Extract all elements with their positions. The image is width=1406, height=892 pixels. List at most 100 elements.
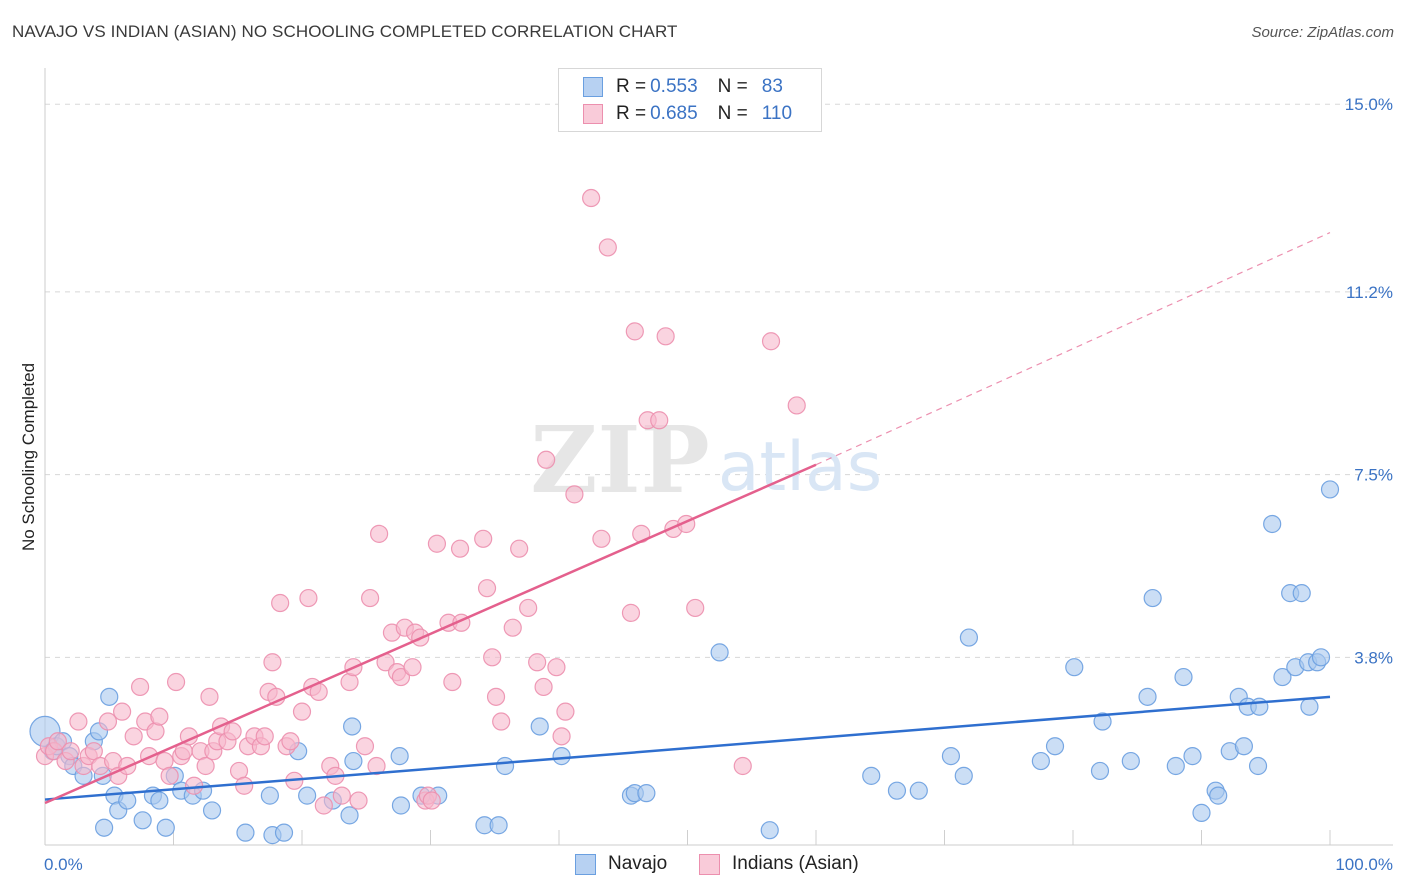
indian-point (519, 598, 538, 618)
indian-point (299, 588, 318, 608)
legend-swatch-indian (583, 104, 603, 124)
navajo-point (489, 816, 508, 835)
indian-point (332, 786, 351, 805)
navajo-point (1292, 584, 1311, 603)
indian-point (686, 598, 705, 618)
indian-point (130, 677, 150, 697)
indian-point (450, 539, 470, 558)
indian-point (361, 588, 380, 608)
navajo-point (274, 823, 294, 842)
bottom-legend-swatch-indian (699, 853, 720, 875)
indian-point (48, 732, 67, 751)
indian-point (98, 712, 118, 731)
indian-point (547, 658, 566, 677)
indian-point (486, 687, 506, 706)
navajo-point (1121, 751, 1140, 771)
x-tick-label: 100.0% (1335, 855, 1393, 874)
indian-point (263, 653, 282, 672)
indian-point (510, 539, 529, 558)
navajo-point (530, 717, 549, 736)
navajo-point (495, 756, 515, 776)
grid-layer (45, 103, 1393, 658)
navajo-point (1209, 786, 1228, 805)
indian-trend-line (44, 463, 817, 805)
indian-point (427, 534, 447, 553)
y-tick-label: 3.8% (1354, 648, 1393, 667)
bottom-legend-indian: Indians (Asian) (699, 851, 859, 877)
bottom-legend-label-navajo: Navajo (608, 853, 668, 874)
legend-n-label: N = (717, 76, 748, 97)
navajo-point (909, 781, 928, 800)
indian-point (146, 722, 165, 741)
navajo-point (95, 818, 114, 837)
navajo-point (391, 796, 411, 815)
y-axis-label: No Schooling Completed (19, 363, 38, 551)
navajo-point (1320, 480, 1340, 499)
watermark: ZIP atlas (530, 406, 882, 514)
navajo-point (150, 791, 169, 810)
navajo-point (343, 717, 362, 736)
legend-row-navajo: R = 0.553 N = 83 (583, 75, 783, 99)
indian-point (184, 776, 204, 795)
legend-swatch-navajo (583, 77, 603, 97)
indian-point (592, 529, 611, 548)
indian-series (35, 188, 806, 815)
bottom-legend-navajo: Navajo (575, 851, 667, 877)
indian-point (355, 737, 375, 756)
indian-point (391, 667, 411, 687)
indian-point (477, 579, 497, 598)
indian-point (733, 756, 752, 776)
indian-point (625, 322, 644, 341)
navajo-point (710, 643, 729, 662)
labels-layer: 3.8% 7.5% 11.2% 15.0% 0.0% 100.0% No Schooling… (19, 95, 1393, 874)
navajo-point (862, 766, 881, 785)
navajo-point (100, 687, 119, 706)
navajo-point (1138, 687, 1157, 706)
indian-point (112, 702, 132, 721)
indian-point (474, 529, 493, 548)
indian-point (61, 742, 80, 761)
indian-point (235, 776, 254, 795)
navajo-point (1143, 588, 1162, 608)
chart-title: NAVAJO VS INDIAN (ASIAN) NO SCHOOLING CO… (12, 22, 678, 41)
navajo-series (29, 480, 1340, 845)
navajo-point (941, 747, 961, 766)
x-tick-label: 0.0% (44, 855, 83, 874)
navajo-point (552, 747, 571, 766)
navajo-point (344, 751, 363, 771)
indian-point (787, 396, 806, 415)
navajo-point (887, 781, 907, 800)
legend-row-indian: R = 0.685 N = 110 (583, 102, 792, 126)
indian-point (271, 593, 290, 613)
indian-point (582, 188, 601, 208)
watermark-zip: ZIP (530, 406, 709, 514)
indian-point (281, 732, 300, 751)
indian-point (403, 658, 422, 677)
navajo-point (959, 628, 979, 647)
y-tick-label: 7.5% (1354, 466, 1393, 485)
indian-point (503, 618, 522, 637)
navajo-point (760, 821, 779, 840)
navajo-point (1093, 712, 1112, 731)
navajo-trend-line (44, 695, 1331, 801)
navajo-point (236, 823, 255, 842)
indian-point (656, 327, 675, 346)
navajo-point (298, 786, 317, 805)
watermark-atlas: atlas (718, 428, 882, 507)
indian-point (223, 722, 242, 741)
axes-layer (44, 68, 1393, 846)
indian-point (443, 672, 462, 692)
indian-point (367, 756, 386, 776)
indian-point (483, 648, 502, 667)
indian-point (621, 603, 641, 622)
navajo-point (1263, 514, 1282, 534)
legend-r-value: 0.685 (650, 103, 698, 124)
bottom-legend-label-indian: Indians (Asian) (732, 853, 859, 874)
indian-point (255, 727, 274, 746)
indian-point (69, 712, 88, 731)
legend-n-label: N = (717, 103, 748, 124)
navajo-point (1248, 756, 1268, 776)
indian-point (565, 485, 584, 504)
chart-source: Source: ZipAtlas.com (1251, 24, 1394, 41)
indian-point (160, 766, 179, 785)
